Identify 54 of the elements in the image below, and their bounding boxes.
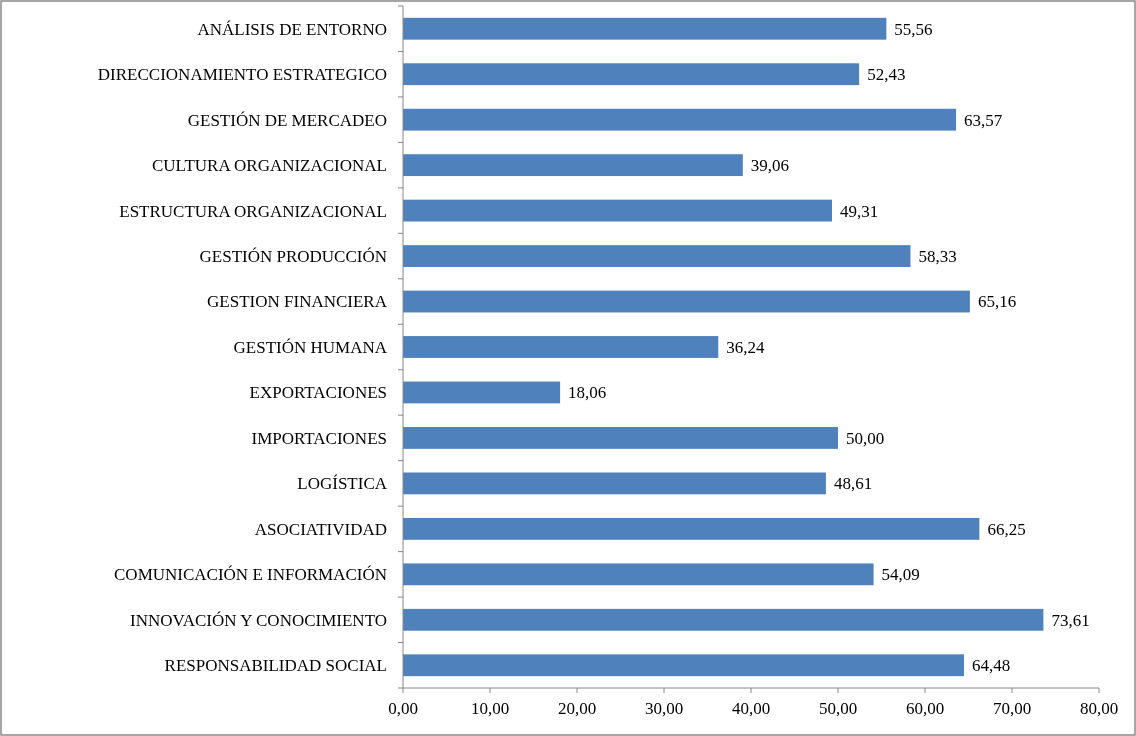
x-tick-label: 80,00 (1079, 699, 1119, 718)
bar (403, 17, 887, 40)
x-tick-label: 30,00 (644, 699, 684, 718)
x-tick-label: 60,00 (905, 699, 945, 718)
y-tick-label: IMPORTACIONES (251, 428, 387, 448)
data-label: 55,56 (894, 19, 933, 39)
data-label: 54,09 (881, 565, 920, 585)
bar (403, 381, 561, 404)
y-tick-label: DIRECCIONAMIENTO ESTRATEGICO (97, 65, 387, 85)
y-tick-label: LOGÍSTICA (297, 474, 388, 494)
bar (403, 154, 743, 177)
data-label: 66,25 (987, 519, 1026, 539)
bar (403, 563, 874, 586)
data-label: 39,06 (750, 156, 790, 176)
data-label: 36,24 (726, 337, 766, 357)
y-tick-label: RESPONSABILIDAD SOCIAL (164, 656, 387, 676)
data-label: 52,43 (867, 65, 906, 85)
data-label: 48,61 (833, 474, 873, 494)
data-label: 50,00 (846, 428, 885, 448)
bar (403, 108, 957, 131)
y-tick-label: ASOCIATIVIDAD (254, 519, 387, 539)
bar (403, 63, 860, 86)
x-tick-label: 50,00 (818, 699, 858, 718)
data-label: 65,16 (977, 292, 1017, 312)
data-label: 64,48 (971, 656, 1011, 676)
x-tick-label: 0,00 (388, 699, 418, 718)
bar (403, 472, 826, 495)
y-tick-label: COMUNICACIÓN E INFORMACIÓN (114, 565, 387, 585)
x-tick-label: 70,00 (992, 699, 1032, 718)
bar (403, 427, 838, 449)
y-tick-label: GESTIÓN DE MERCADEO (187, 110, 387, 130)
y-tick-label: ESTRUCTURA ORGANIZACIONAL (119, 201, 387, 221)
bar (403, 290, 970, 313)
y-tick-label: INNOVACIÓN Y CONOCIMIENTO (130, 610, 387, 630)
y-tick-label: ANÁLISIS DE ENTORNO (197, 19, 387, 39)
bar (403, 608, 1044, 631)
data-label: 49,31 (840, 201, 879, 221)
data-label: 18,06 (568, 383, 607, 403)
y-tick-label: GESTIÓN HUMANA (233, 337, 388, 357)
data-label: 73,61 (1051, 610, 1090, 630)
y-tick-label: CULTURA ORGANIZACIONAL (151, 156, 387, 176)
bar (403, 199, 832, 222)
x-tick-label: 10,00 (470, 699, 510, 718)
x-tick-label: 40,00 (731, 699, 771, 718)
data-label: 58,33 (918, 247, 957, 267)
bar (403, 517, 980, 540)
y-tick-label: GESTIÓN PRODUCCIÓN (199, 247, 387, 267)
y-tick-label: EXPORTACIONES (249, 383, 387, 403)
y-tick-label: GESTION FINANCIERA (207, 292, 388, 312)
bar (403, 336, 719, 358)
bar (403, 654, 964, 677)
data-label: 63,57 (964, 110, 1003, 130)
bar (403, 245, 911, 267)
x-tick-label: 20,00 (557, 699, 597, 718)
